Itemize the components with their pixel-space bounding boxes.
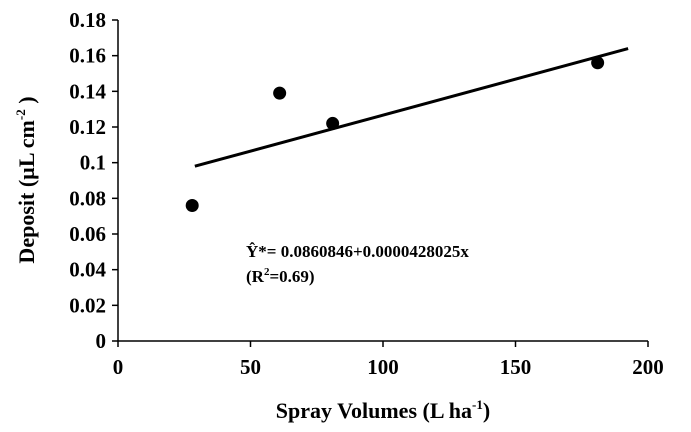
regression-line <box>194 47 629 168</box>
x-tick-label: 150 <box>500 355 532 379</box>
x-title-sup: -1 <box>472 397 483 412</box>
y-tick-label: 0 <box>96 329 107 353</box>
data-point <box>591 56 605 70</box>
x-tick-label: 100 <box>367 355 399 379</box>
y-title-text: Deposit (µL cm <box>14 120 39 263</box>
y-tick-label: 0.18 <box>69 8 106 32</box>
y-title-sup: -2 <box>13 109 28 120</box>
y-tick-label: 0.08 <box>69 186 106 210</box>
y-tick-label: 0.02 <box>69 293 106 317</box>
y-title-end: ) <box>14 96 39 109</box>
x-tick-label: 0 <box>113 355 124 379</box>
y-tick-label: 0.12 <box>69 115 106 139</box>
y-tick-label: 0.04 <box>69 258 106 282</box>
y-tick-label: 0.06 <box>69 222 106 246</box>
data-point <box>185 198 199 212</box>
data-point <box>326 116 340 130</box>
r-squared: (R2=0.69) <box>246 266 315 286</box>
y-tick-label: 0.16 <box>69 44 106 68</box>
x-title-end: ) <box>483 398 490 423</box>
y-tick-label: 0.14 <box>69 79 106 103</box>
y-tick-label: 0.1 <box>80 151 106 175</box>
r2-sup: 2 <box>264 266 270 278</box>
r2-close: =0.69) <box>269 267 314 286</box>
x-title-text: Spray Volumes (L ha <box>276 398 472 423</box>
x-tick-label: 200 <box>632 355 664 379</box>
equation: Ŷ*= 0.0860846+0.0000428025x <box>246 242 469 261</box>
y-axis-title: Deposit (µL cm-2 ) <box>13 96 39 263</box>
x-axis-title: Spray Volumes (L ha-1) <box>276 397 490 423</box>
x-tick-label: 50 <box>240 355 261 379</box>
r2-open: (R <box>246 267 265 286</box>
data-point <box>273 86 287 100</box>
